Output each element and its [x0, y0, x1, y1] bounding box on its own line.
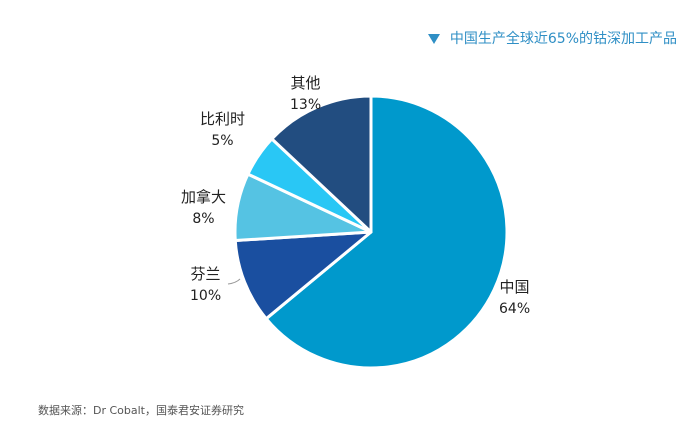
triangle-down-icon — [427, 33, 440, 44]
leader-line-finland — [227, 278, 241, 285]
slice-label-belgium: 比利时 5% — [200, 110, 246, 149]
source-note: 数据来源：Dr Cobalt，国泰君安证券研究 — [38, 404, 244, 417]
pie-slice-4 — [270, 94, 373, 234]
subtitle-text: 中国生产全球近65%的钴深加工产品 — [449, 31, 677, 47]
pie-slice-1 — [233, 230, 373, 321]
chart-subtitle: 中国生产全球近65%的钴深加工产品 — [427, 28, 677, 48]
slice-label-canada: 加拿大 8% — [181, 188, 227, 227]
pie-slice-0 — [264, 94, 509, 370]
slice-label-other: 其他 13% — [290, 74, 322, 113]
slice-label-finland: 芬兰 10% — [190, 265, 222, 304]
slice-label-china: 中国 64% — [499, 278, 531, 317]
